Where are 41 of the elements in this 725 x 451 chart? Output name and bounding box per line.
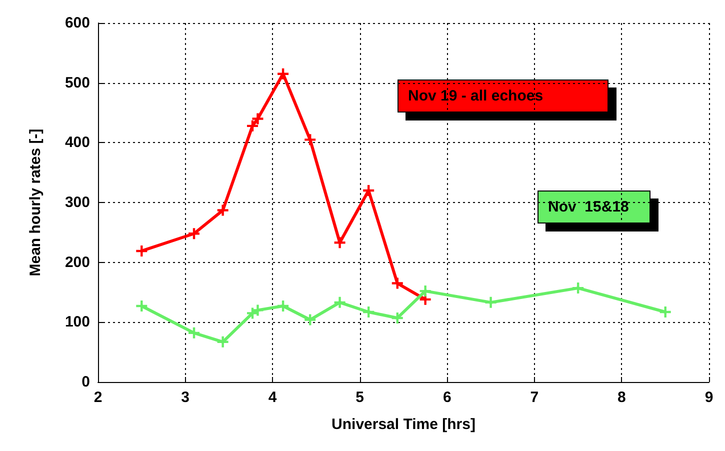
point bbox=[136, 300, 148, 312]
point bbox=[188, 228, 200, 240]
x-tick-label: 6 bbox=[442, 389, 452, 406]
x-tick-label: 3 bbox=[181, 389, 190, 406]
point bbox=[136, 245, 148, 256]
point bbox=[363, 185, 374, 196]
text: Nov 19 - all echoes bbox=[408, 88, 544, 104]
x-tick-label: 9 bbox=[704, 389, 714, 406]
point bbox=[660, 306, 671, 318]
y-tick-label: 500 bbox=[64, 74, 90, 92]
y-tick-label: 400 bbox=[64, 134, 90, 152]
x-tick-label: 4 bbox=[268, 389, 278, 406]
x-tick-label: 5 bbox=[356, 389, 364, 406]
point bbox=[252, 304, 264, 316]
y-tick-label: 300 bbox=[64, 194, 90, 211]
point bbox=[188, 327, 200, 338]
point bbox=[363, 306, 374, 318]
x-tick-label: 8 bbox=[618, 389, 626, 406]
point bbox=[252, 113, 264, 124]
x-axis-title: Universal Time [hrs] bbox=[332, 416, 476, 433]
point bbox=[420, 286, 431, 297]
point bbox=[246, 120, 258, 132]
point bbox=[278, 300, 289, 312]
point bbox=[334, 237, 346, 248]
point bbox=[217, 336, 228, 348]
y-tick-label: 0 bbox=[82, 374, 90, 390]
point bbox=[217, 204, 228, 216]
point bbox=[278, 68, 289, 80]
point bbox=[334, 296, 346, 308]
point bbox=[485, 296, 496, 308]
x-tick-label: 2 bbox=[94, 389, 102, 406]
point bbox=[392, 312, 403, 324]
point bbox=[304, 314, 316, 326]
x-tick-label: 7 bbox=[530, 389, 539, 406]
y-tick-label: 200 bbox=[64, 254, 90, 271]
point bbox=[304, 134, 316, 146]
y-axis-title: Mean hourly rates [-] bbox=[27, 128, 44, 276]
point bbox=[392, 278, 403, 289]
point bbox=[572, 282, 584, 294]
y-tick-label: 600 bbox=[64, 14, 90, 32]
y-tick-label: 100 bbox=[64, 314, 90, 331]
